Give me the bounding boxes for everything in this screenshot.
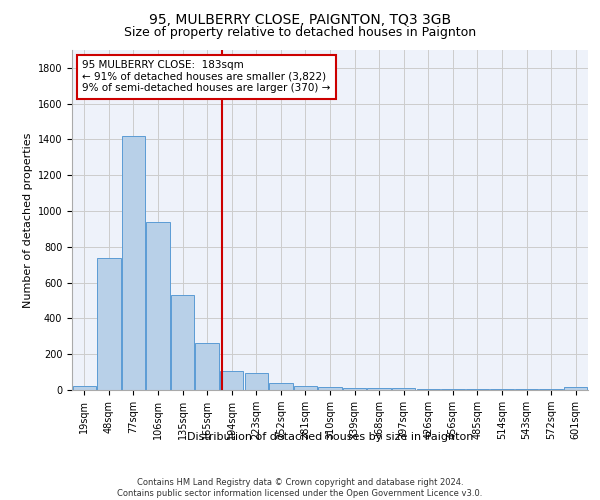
Bar [122,136,145,390]
Bar [466,388,489,390]
Bar [490,388,514,390]
Bar [146,222,170,390]
Text: 95 MULBERRY CLOSE:  183sqm
← 91% of detached houses are smaller (3,822)
9% of se: 95 MULBERRY CLOSE: 183sqm ← 91% of detac… [82,60,331,94]
Bar [343,388,366,390]
Y-axis label: Number of detached properties: Number of detached properties [23,132,34,308]
Bar [416,388,440,390]
Bar [171,295,194,390]
Bar [73,386,96,390]
Text: Contains HM Land Registry data © Crown copyright and database right 2024.
Contai: Contains HM Land Registry data © Crown c… [118,478,482,498]
Text: Distribution of detached houses by size in Paignton: Distribution of detached houses by size … [187,432,473,442]
Bar [245,373,268,390]
Text: Size of property relative to detached houses in Paignton: Size of property relative to detached ho… [124,26,476,39]
Bar [367,388,391,390]
Bar [269,383,293,390]
Bar [319,388,341,390]
Bar [220,371,244,390]
Bar [564,388,587,390]
Bar [196,342,219,390]
Bar [441,388,464,390]
Bar [392,388,415,390]
Bar [97,258,121,390]
Bar [515,388,538,390]
Text: 95, MULBERRY CLOSE, PAIGNTON, TQ3 3GB: 95, MULBERRY CLOSE, PAIGNTON, TQ3 3GB [149,12,451,26]
Bar [539,388,563,390]
Bar [294,386,317,390]
